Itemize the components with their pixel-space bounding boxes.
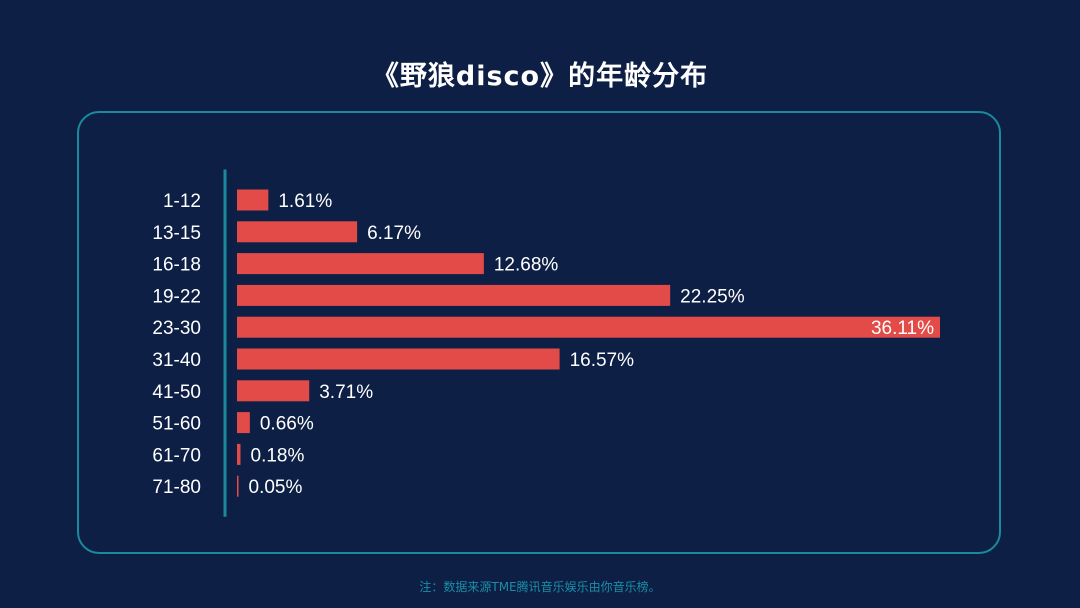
bar-13-15 (237, 221, 358, 243)
category-label: 19-22 (152, 286, 201, 307)
bar-51-60 (237, 412, 250, 434)
bar-16-18 (237, 253, 484, 275)
value-label: 16.57% (570, 350, 635, 371)
category-label: 31-40 (152, 350, 201, 371)
category-label: 61-70 (152, 445, 201, 466)
category-label: 51-60 (152, 414, 201, 435)
value-label: 0.05% (249, 477, 303, 498)
value-label: 6.17% (367, 223, 421, 244)
category-label: 1-12 (163, 191, 201, 212)
bar-23-30 (237, 316, 940, 338)
bar-1-12 (237, 189, 269, 211)
bar-19-22 (237, 284, 671, 306)
category-label: 41-50 (152, 382, 201, 403)
category-label: 16-18 (152, 255, 201, 276)
category-label: 71-80 (152, 477, 201, 498)
value-label: 3.71% (319, 382, 373, 403)
value-label: 12.68% (494, 255, 559, 276)
value-label: 22.25% (680, 286, 745, 307)
value-label: 0.66% (260, 414, 314, 435)
chart-title: 《野狼disco》的年龄分布 (371, 61, 709, 92)
value-label: 0.18% (251, 445, 305, 466)
source-footnote: 注：数据来源TME腾讯音乐娱乐由你音乐榜。 (419, 580, 661, 594)
value-label: 36.11% (871, 318, 934, 339)
bar-41-50 (237, 380, 310, 402)
category-label: 23-30 (152, 318, 201, 339)
category-label: 13-15 (152, 223, 201, 244)
bar-71-80 (237, 475, 239, 497)
chart-panel (77, 111, 1001, 554)
value-label: 1.61% (278, 191, 332, 212)
bar-31-40 (237, 348, 560, 370)
bar-61-70 (237, 443, 241, 465)
